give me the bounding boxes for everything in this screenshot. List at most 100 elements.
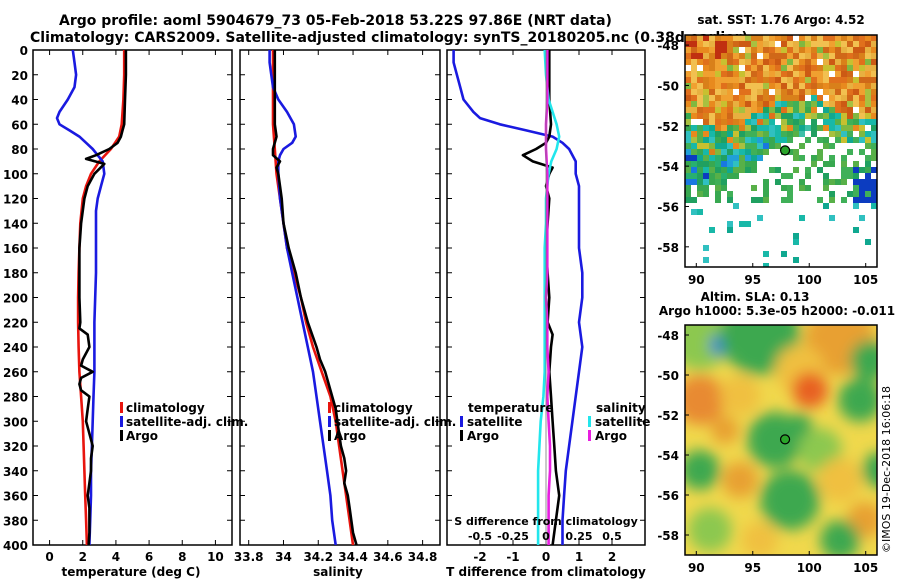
- sst-cell: [703, 59, 709, 65]
- legend-label-argo: Argo: [126, 429, 158, 443]
- sst-cell: [781, 125, 787, 131]
- sst-cell: [847, 65, 853, 71]
- sst-cell: [805, 77, 811, 83]
- sst-cell: [745, 65, 751, 71]
- sst-cell: [871, 65, 877, 71]
- sst-cell: [733, 71, 739, 77]
- sst-cell: [871, 137, 877, 143]
- sst-cell: [787, 41, 793, 47]
- sst-cell: [709, 89, 715, 95]
- difference-x-axis: -2 -1 0 1 2: [473, 50, 616, 564]
- sst-cell: [859, 65, 865, 71]
- sst-cell: [769, 101, 775, 107]
- sst-cell: [817, 113, 823, 119]
- sst-cell: [865, 185, 871, 191]
- sst-cell: [787, 89, 793, 95]
- sla-blob: [711, 416, 739, 444]
- sst-cell: [763, 41, 769, 47]
- sst-cell: [871, 77, 877, 83]
- sst-cell: [799, 95, 805, 101]
- sst-cell: [733, 125, 739, 131]
- sst-cell: [739, 143, 745, 149]
- sst-cell: [805, 167, 811, 173]
- sst-cell: [703, 131, 709, 137]
- sst-cell: [793, 155, 799, 161]
- sst-cell: [871, 59, 877, 65]
- sst-cell: [793, 89, 799, 95]
- temperature-xlabel: temperature (deg C): [62, 565, 201, 579]
- sst-cell: [697, 161, 703, 167]
- sst-cell: [859, 107, 865, 113]
- x-tick-label: -1: [506, 550, 519, 564]
- sst-cell: [871, 149, 877, 155]
- sst-cell: [835, 119, 841, 125]
- sst-cell: [703, 125, 709, 131]
- figure-title-line2: Climatology: CARS2009. Satellite-adjuste…: [30, 30, 748, 46]
- sst-cell: [727, 71, 733, 77]
- sst-cell: [775, 47, 781, 53]
- sst-cell: [727, 107, 733, 113]
- sst-cell: [715, 149, 721, 155]
- sst-cell: [799, 125, 805, 131]
- sst-cell: [793, 83, 799, 89]
- sst-cell: [769, 131, 775, 137]
- sst-cell: [871, 179, 877, 185]
- sst-cell: [787, 77, 793, 83]
- sst-cell: [691, 161, 697, 167]
- sst-cell: [811, 95, 817, 101]
- sst-cell: [853, 173, 859, 179]
- sst-cell: [781, 83, 787, 89]
- sst-cell: [733, 161, 739, 167]
- sst-cell: [739, 131, 745, 137]
- sst-cell: [733, 155, 739, 161]
- sst-cell: [853, 191, 859, 197]
- sst-cell: [859, 77, 865, 83]
- sst-cell: [745, 113, 751, 119]
- sst-cell: [793, 41, 799, 47]
- sst-cell: [853, 113, 859, 119]
- sst-cell: [841, 197, 847, 203]
- legend-label-s-argo: Argo: [595, 429, 627, 443]
- sst-cell: [745, 161, 751, 167]
- depth-tick-label: 200: [3, 292, 28, 306]
- sst-cell: [865, 113, 871, 119]
- sst-cell: [769, 95, 775, 101]
- sst-cell: [727, 197, 733, 203]
- sst-cell: [715, 185, 721, 191]
- sst-cell: [787, 95, 793, 101]
- sst-cell: [775, 107, 781, 113]
- sst-cell: [691, 53, 697, 59]
- sst-cell: [841, 101, 847, 107]
- legend-swatch-climatology: [328, 402, 331, 413]
- sla-blob: [742, 522, 778, 555]
- sst-cell: [685, 125, 691, 131]
- sst-cell: [751, 119, 757, 125]
- sst-cell: [853, 167, 859, 173]
- sst-cell: [691, 197, 697, 203]
- sst-cell: [733, 137, 739, 143]
- x-tick-label: 34: [275, 550, 292, 564]
- sst-cell: [823, 137, 829, 143]
- sst-cell: [685, 71, 691, 77]
- sst-cell: [829, 131, 835, 137]
- sst-cell: [817, 167, 823, 173]
- sst-cell: [685, 155, 691, 161]
- sst-cell: [823, 161, 829, 167]
- sst-cell: [751, 197, 757, 203]
- sst-cell: [751, 167, 757, 173]
- sst-cell: [829, 143, 835, 149]
- sst-cell: [769, 113, 775, 119]
- sst-cell: [871, 119, 877, 125]
- depth-tick-label: 100: [3, 168, 28, 182]
- sst-cell: [715, 41, 721, 47]
- sst-cell: [793, 125, 799, 131]
- sst-cell: [721, 113, 727, 119]
- sst-cell: [793, 65, 799, 71]
- sst-cell: [691, 47, 697, 53]
- legend-label-t-satellite: satellite: [467, 415, 522, 429]
- sst-cell: [817, 149, 823, 155]
- sst-cell: [853, 137, 859, 143]
- sst-cell: [763, 119, 769, 125]
- sst-cell: [805, 89, 811, 95]
